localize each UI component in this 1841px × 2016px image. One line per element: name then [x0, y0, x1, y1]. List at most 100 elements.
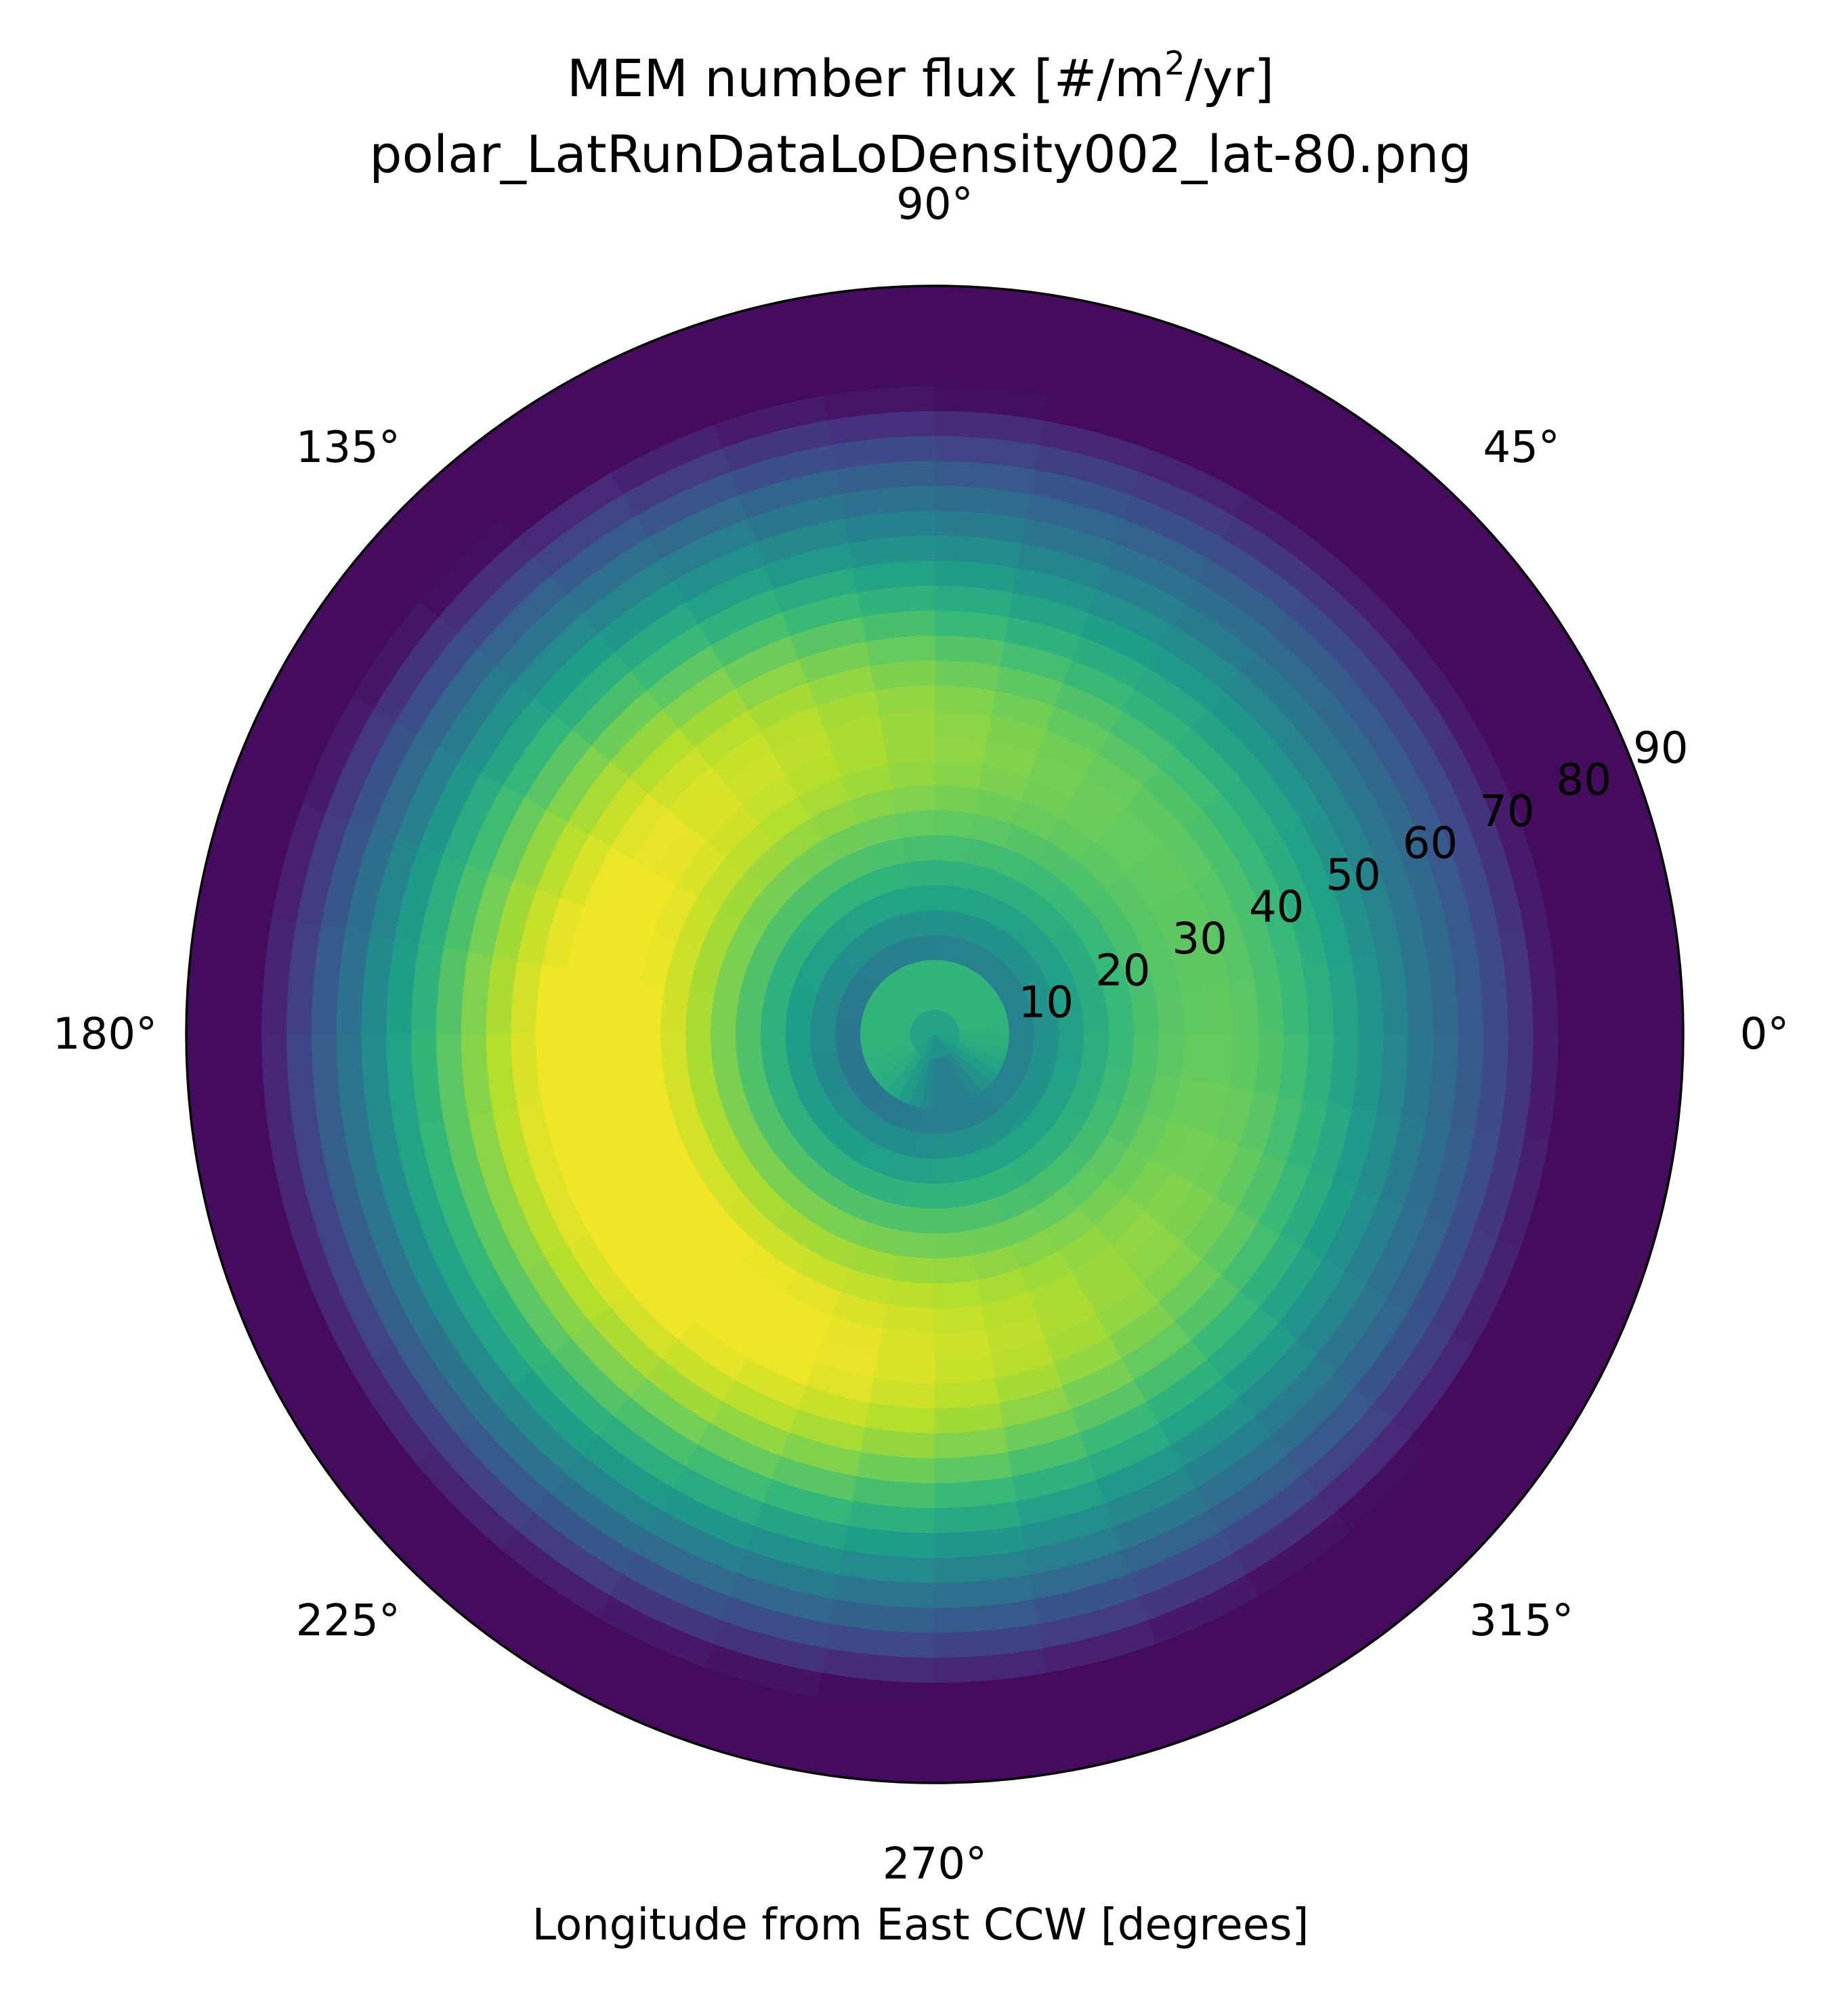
heatmap-cell	[900, 834, 935, 863]
heatmap-cell	[1081, 1003, 1110, 1035]
chart-title-prefix: MEM number flux [#/m	[566, 48, 1165, 108]
heatmap-cell	[886, 1280, 935, 1309]
heatmap-cell	[934, 1181, 966, 1210]
angle-tick-label: 315°	[1469, 1596, 1573, 1646]
heatmap-cell	[685, 990, 715, 1035]
heatmap-cell	[934, 1328, 992, 1360]
radial-tick-label: 70	[1479, 787, 1534, 837]
radial-tick-label: 90	[1633, 723, 1688, 774]
heatmap-cell	[873, 1353, 935, 1385]
heatmap-cell	[1130, 1034, 1160, 1074]
heatmap-cell	[734, 1034, 763, 1070]
heatmap-cell	[934, 684, 996, 716]
heatmap-cell	[1155, 990, 1185, 1035]
heatmap-cell	[685, 1034, 715, 1078]
heatmap-cell	[635, 1034, 665, 1087]
heatmap-cell	[912, 1132, 935, 1160]
heatmap-cell	[878, 709, 935, 740]
heatmap-cell	[635, 982, 665, 1035]
heatmap-cell	[784, 1007, 813, 1035]
radial-tick-label: 30	[1172, 915, 1227, 965]
radial-tick-label: 40	[1249, 883, 1304, 933]
heatmap-cell	[934, 784, 979, 814]
heatmap-cell	[610, 978, 641, 1035]
angle-tick-labels: 0° 45° 90° 135° 180° 225° 270° 315°	[53, 180, 1789, 1889]
chart-title-superscript: 2	[1164, 45, 1185, 83]
x-axis-label: Longitude from East CCW [degrees]	[532, 1900, 1309, 1950]
angle-tick-label: 90°	[896, 180, 973, 230]
heatmap-cell	[895, 1230, 935, 1260]
heatmap-cell	[934, 709, 992, 740]
heatmap-cell	[1106, 1034, 1135, 1070]
heatmap-cell	[1229, 1034, 1260, 1091]
angle-tick-label: 135°	[296, 423, 400, 473]
heatmap-cell	[934, 834, 970, 863]
heatmap-cell	[1253, 1034, 1285, 1096]
heatmap-cell	[1032, 1034, 1060, 1057]
heatmap-cell	[891, 1255, 935, 1284]
heatmap-cell	[1057, 1034, 1085, 1062]
heatmap-cell	[934, 1304, 988, 1335]
heatmap-cell	[904, 859, 935, 888]
heatmap-cell	[660, 1034, 690, 1083]
heatmap-cell	[873, 684, 935, 716]
heatmap-cell	[1106, 999, 1135, 1035]
heatmap-cell	[1229, 978, 1260, 1035]
heatmap-cell	[934, 1255, 979, 1284]
heatmap-cell	[660, 986, 690, 1035]
heatmap-cell	[1180, 986, 1210, 1035]
chart-title-suffix: /yr]	[1185, 48, 1275, 108]
heatmap-cell	[934, 909, 957, 937]
radial-tick-label: 50	[1326, 851, 1380, 901]
heatmap-cell	[585, 1034, 616, 1096]
heatmap-cell	[904, 1181, 935, 1210]
heatmap-cell	[585, 973, 616, 1035]
heatmap-cells	[186, 285, 1684, 1784]
radial-tick-labels: 10 20 30 40 50 60 70 80 90	[1019, 723, 1689, 1028]
radial-tick-label: 20	[1095, 946, 1150, 996]
heatmap-cell	[734, 999, 763, 1035]
radial-tick-label: 60	[1403, 819, 1458, 869]
heatmap-cell	[1204, 1034, 1235, 1087]
heatmap-cell	[610, 1034, 641, 1091]
heatmap-cell	[759, 1003, 788, 1035]
chart-subtitle: polar_LatRunDataLoDensity002_lat-80.png	[369, 124, 1472, 184]
heatmap-cell	[1130, 994, 1160, 1035]
heatmap-cell	[934, 1353, 996, 1385]
heatmap-cell	[809, 1012, 837, 1035]
heatmap-cell	[882, 1304, 935, 1335]
heatmap-cell	[1253, 973, 1285, 1035]
heatmap-cell	[891, 784, 935, 814]
angle-tick-label: 270°	[883, 1839, 987, 1889]
heatmap-cell	[1204, 982, 1235, 1035]
heatmap-cell	[908, 1156, 935, 1185]
heatmap-cell	[934, 759, 983, 789]
chart-title: MEM number flux [#/m2/yr]	[0, 47, 1841, 104]
heatmap-cell	[1081, 1034, 1110, 1066]
heatmap-cell	[886, 759, 935, 789]
heatmap-cell	[895, 809, 935, 839]
heatmap-cell	[934, 859, 966, 888]
heatmap-cell	[1155, 1034, 1185, 1078]
heatmap-cell	[934, 1206, 970, 1235]
heatmap-cell	[934, 809, 975, 839]
angle-tick-label: 225°	[296, 1596, 400, 1646]
heatmap-cell	[709, 994, 739, 1035]
heatmap-cell	[1180, 1034, 1210, 1083]
heatmap-cell	[934, 1230, 975, 1260]
heatmap-cell	[900, 1206, 935, 1235]
radial-tick-label: 80	[1557, 755, 1611, 805]
heatmap-cell	[934, 734, 988, 765]
angle-tick-label: 180°	[53, 1009, 157, 1059]
heatmap-cell	[709, 1034, 739, 1074]
heatmap-cell	[878, 1328, 935, 1360]
angle-tick-label: 0°	[1740, 1009, 1790, 1059]
radial-tick-label: 10	[1019, 978, 1074, 1028]
heatmap-cell	[934, 1280, 983, 1309]
heatmap-cell	[882, 734, 935, 765]
heatmap-cell	[934, 884, 962, 912]
heatmap-cell	[759, 1034, 788, 1066]
polar-frame	[185, 285, 1685, 1784]
angle-tick-label: 45°	[1483, 423, 1559, 473]
